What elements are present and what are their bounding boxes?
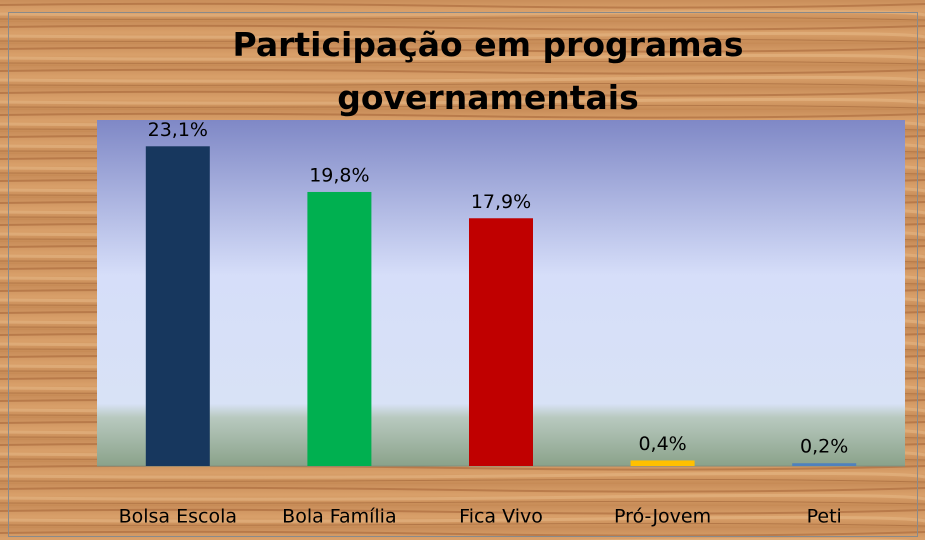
bar: [145, 146, 210, 466]
x-tick-label: Bolsa Escola: [119, 506, 237, 528]
x-tick-label: Bola Família: [282, 506, 396, 528]
x-tick-label: Pró-Jovem: [614, 506, 711, 528]
chart-title: Participação em programas governamentais: [232, 25, 744, 117]
data-label: 19,8%: [309, 164, 369, 186]
data-label: 0,4%: [638, 433, 686, 455]
data-label: 0,2%: [800, 436, 848, 458]
x-tick-label: Peti: [807, 506, 842, 528]
chart-border: [8, 12, 918, 537]
bar: [469, 218, 533, 466]
data-label: 23,1%: [148, 119, 208, 141]
bar: [630, 460, 695, 466]
bar: [792, 463, 857, 466]
data-label: 17,9%: [471, 191, 531, 213]
bar: [307, 191, 372, 466]
x-tick-label: Fica Vivo: [459, 506, 543, 528]
